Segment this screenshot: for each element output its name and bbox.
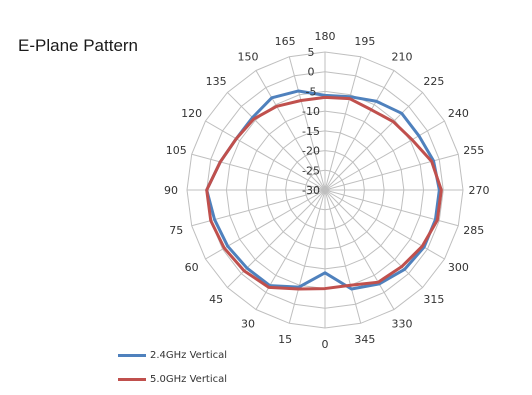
angle-tick-label: 90 (164, 184, 178, 197)
grid-spoke (324, 92, 423, 191)
series-lines (205, 89, 443, 291)
angle-tick-label: 165 (275, 35, 296, 48)
angle-tick-label: 150 (238, 51, 259, 64)
angle-tick-label: 210 (392, 51, 413, 64)
angle-tick-labels: 0 15 30 45 60 75 90 105 120 135 150 165 180 195 210 225… (164, 30, 490, 351)
angle-tick-label: 30 (241, 317, 255, 330)
grid-spoke (227, 92, 326, 191)
legend-label-series-1: 2.4GHz Vertical (150, 350, 228, 361)
grid-spokes (187, 52, 463, 328)
angle-tick-label: 300 (448, 261, 469, 274)
legend-label-series-2: 5.0GHz Vertical (150, 374, 228, 385)
legend-item-series-2: 5.0GHz Vertical (118, 374, 227, 385)
grid-spoke (324, 153, 459, 191)
radial-tick-label: -30 (302, 184, 320, 197)
angle-tick-label: 195 (354, 35, 375, 48)
grid-spoke (227, 189, 326, 288)
series-line-1 (205, 89, 441, 291)
angle-tick-label: 225 (423, 75, 444, 88)
angle-tick-label: 120 (181, 107, 202, 120)
radial-tick-label: 0 (308, 66, 315, 79)
angle-tick-label: 15 (278, 333, 292, 346)
angle-tick-label: 135 (206, 75, 227, 88)
grid-spoke (205, 120, 326, 191)
angle-tick-label: 105 (166, 144, 187, 157)
angle-tick-label: 240 (448, 107, 469, 120)
angle-tick-label: 345 (354, 333, 375, 346)
angle-tick-label: 315 (423, 293, 444, 306)
radial-tick-label: -5 (306, 85, 317, 98)
angle-tick-label: 45 (209, 293, 223, 306)
angle-tick-label: 330 (392, 317, 413, 330)
radial-tick-label: -15 (302, 125, 320, 138)
grid-spoke (324, 189, 395, 310)
grid-spoke (324, 56, 362, 191)
legend-item-series-1: 2.4GHz Vertical (118, 350, 227, 361)
radial-tick-label: -20 (302, 145, 320, 158)
grid-spoke (191, 153, 326, 191)
chart-title: E-Plane Pattern (18, 36, 139, 55)
angle-tick-label: 285 (463, 224, 484, 237)
radial-tick-label: 5 (308, 46, 315, 59)
grid-spoke (255, 70, 326, 191)
radial-tick-label: -10 (302, 105, 320, 118)
legend-swatch-series-1 (118, 354, 146, 357)
radial-tick-labels: -30 -25 -20 -15 -10 -5 0 5 (302, 46, 320, 197)
grid-spoke (324, 189, 423, 288)
angle-tick-label: 180 (315, 30, 336, 43)
grid-spoke (255, 189, 326, 310)
radial-tick-label: -25 (302, 164, 320, 177)
grid-spoke (288, 189, 326, 324)
grid-spoke (288, 56, 326, 191)
grid-spoke (324, 70, 395, 191)
legend-swatch-series-2 (118, 378, 146, 381)
angle-tick-label: 60 (185, 261, 199, 274)
series-line-2 (205, 95, 443, 291)
angle-tick-label: 75 (169, 224, 183, 237)
angle-tick-label: 270 (469, 184, 490, 197)
grid-spoke (324, 189, 362, 324)
grid-spoke (324, 120, 445, 191)
angle-tick-label: 0 (322, 338, 329, 351)
angle-tick-label: 255 (463, 144, 484, 157)
